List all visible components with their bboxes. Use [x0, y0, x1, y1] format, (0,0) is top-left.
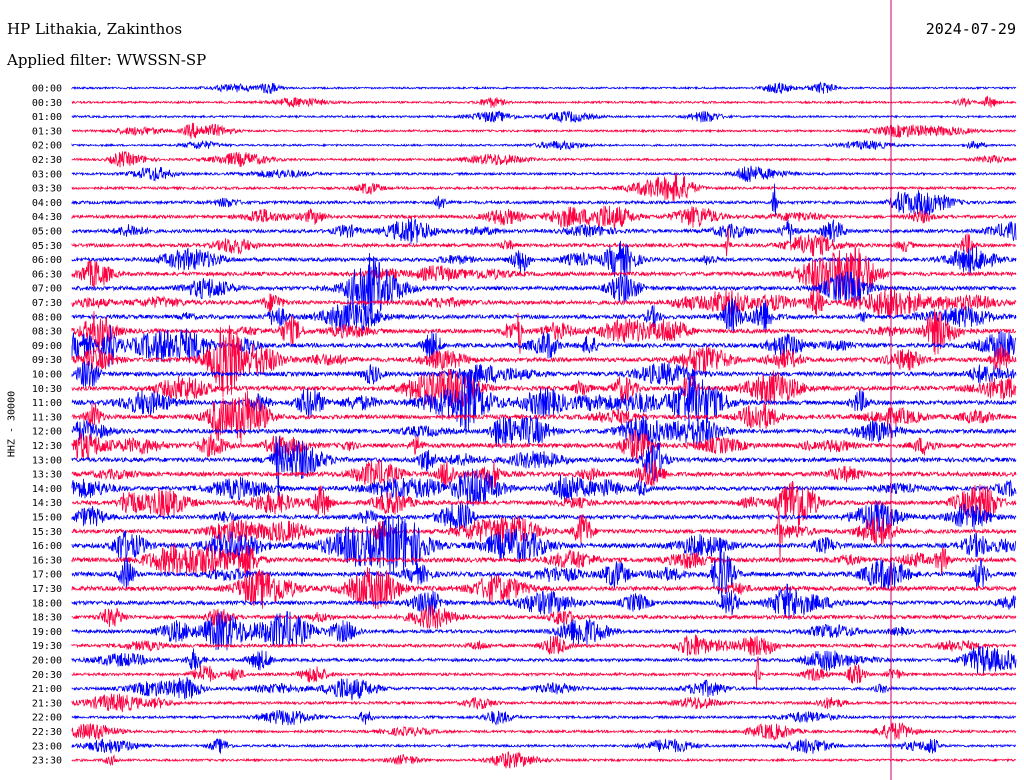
time-tick-label: 15:30: [32, 527, 62, 538]
time-tick-label: 17:00: [32, 570, 62, 581]
time-tick-label: 08:30: [32, 327, 62, 338]
time-tick-label: 01:30: [32, 126, 62, 137]
time-tick-label: 16:30: [32, 555, 62, 566]
trace-line-1700: [71, 547, 1017, 598]
trace-line-0930: [71, 325, 1017, 398]
time-tick-label: 04:00: [32, 198, 62, 209]
trace-line-1800: [71, 583, 1017, 620]
trace-line-1530: [71, 509, 1017, 563]
time-tick-label: 10:00: [32, 370, 62, 381]
time-tick-label: 21:00: [32, 684, 62, 695]
time-tick-label: 06:30: [32, 269, 62, 280]
time-tick-label: 07:30: [32, 298, 62, 309]
trace-line-0830: [71, 308, 1017, 355]
time-tick-label: 02:00: [32, 141, 62, 152]
time-tick-label: 19:00: [32, 627, 62, 638]
time-tick-label: 04:30: [32, 212, 62, 223]
trace-line-2100: [71, 676, 1017, 701]
time-tick-label: 00:00: [32, 84, 62, 95]
time-tick-label: 06:00: [32, 255, 62, 266]
time-tick-label: 08:00: [32, 312, 62, 323]
time-tick-label: 03:00: [32, 169, 62, 180]
trace-line-1730: [71, 566, 1017, 610]
trace-line-1830: [71, 604, 1017, 630]
time-tick-label: 15:00: [32, 513, 62, 524]
trace-line-2130: [71, 693, 1017, 713]
time-tick-label: 03:30: [32, 184, 62, 195]
time-tick-label: 14:30: [32, 498, 62, 509]
time-tick-label: 23:00: [32, 741, 62, 752]
trace-group: [71, 81, 1017, 769]
time-tick-label: 00:30: [32, 98, 62, 109]
trace-line-1230: [71, 429, 1017, 462]
time-tick-label: 18:30: [32, 613, 62, 624]
time-tick-label: 19:30: [32, 641, 62, 652]
time-tick-label: 09:30: [32, 355, 62, 366]
trace-line-0800: [71, 298, 1017, 334]
trace-line-1000: [71, 360, 1017, 387]
time-tick-group: 00:00 00:30 01:00 01:30 02:00 02:30 03:00 03:30…: [32, 84, 62, 767]
time-tick-label: 05:30: [32, 241, 62, 252]
trace-line-2030: [71, 656, 1017, 688]
trace-line-1930: [71, 634, 1017, 656]
time-tick-label: 11:30: [32, 412, 62, 423]
time-tick-label: 13:30: [32, 470, 62, 481]
trace-line-1430: [71, 480, 1017, 529]
trace-line-1630: [71, 543, 1017, 579]
time-tick-label: 09:00: [32, 341, 62, 352]
station-title: HP Lithakia, Zakinthos: [7, 20, 183, 38]
trace-line-0330: [71, 173, 1017, 202]
time-tick-label: 22:00: [32, 713, 62, 724]
time-tick-label: 16:00: [32, 541, 62, 552]
trace-line-2000: [71, 645, 1017, 675]
time-tick-label: 22:30: [32, 727, 62, 738]
trace-line-1330: [71, 459, 1017, 491]
time-tick-label: 11:00: [32, 398, 62, 409]
time-tick-label: 02:30: [32, 155, 62, 166]
trace-line-0130: [71, 122, 1017, 139]
time-tick-label: 20:30: [32, 670, 62, 681]
time-tick-label: 12:00: [32, 427, 62, 438]
time-tick-label: 13:00: [32, 455, 62, 466]
trace-line-0000: [71, 81, 1017, 95]
time-tick-label: 01:00: [32, 112, 62, 123]
trace-line-1300: [71, 435, 1017, 498]
trace-line-0300: [71, 165, 1017, 183]
trace-line-2330: [71, 751, 1017, 769]
trace-line-1130: [71, 390, 1017, 443]
trace-line-1200: [71, 415, 1017, 447]
trace-line-1030: [71, 368, 1017, 409]
time-tick-label: 17:30: [32, 584, 62, 595]
time-tick-label: 21:30: [32, 698, 62, 709]
filter-label: Applied filter: WWSSN-SP: [7, 51, 207, 69]
trace-line-0500: [71, 218, 1017, 245]
trace-line-0030: [71, 95, 1017, 108]
time-tick-label: 14:00: [32, 484, 62, 495]
trace-line-0200: [71, 140, 1017, 151]
time-tick-label: 20:00: [32, 656, 62, 667]
trace-line-0100: [71, 110, 1017, 124]
trace-line-0400: [71, 183, 1017, 217]
trace-line-2200: [71, 709, 1017, 726]
trace-line-0230: [71, 151, 1017, 168]
trace-line-0430: [71, 205, 1017, 230]
trace-line-2230: [71, 722, 1017, 741]
trace-line-1500: [71, 501, 1017, 535]
trace-line-1400: [71, 468, 1017, 507]
trace-line-0530: [71, 226, 1017, 257]
trace-line-2300: [71, 738, 1017, 754]
record-date: 2024-07-29: [925, 20, 1016, 38]
time-tick-label: 23:30: [32, 756, 62, 767]
trace-line-0730: [71, 288, 1017, 319]
time-tick-label: 07:00: [32, 284, 62, 295]
trace-line-1900: [71, 610, 1017, 651]
time-tick-label: 18:00: [32, 598, 62, 609]
time-tick-label: 10:30: [32, 384, 62, 395]
time-tick-label: 12:30: [32, 441, 62, 452]
time-tick-label: 05:00: [32, 227, 62, 238]
